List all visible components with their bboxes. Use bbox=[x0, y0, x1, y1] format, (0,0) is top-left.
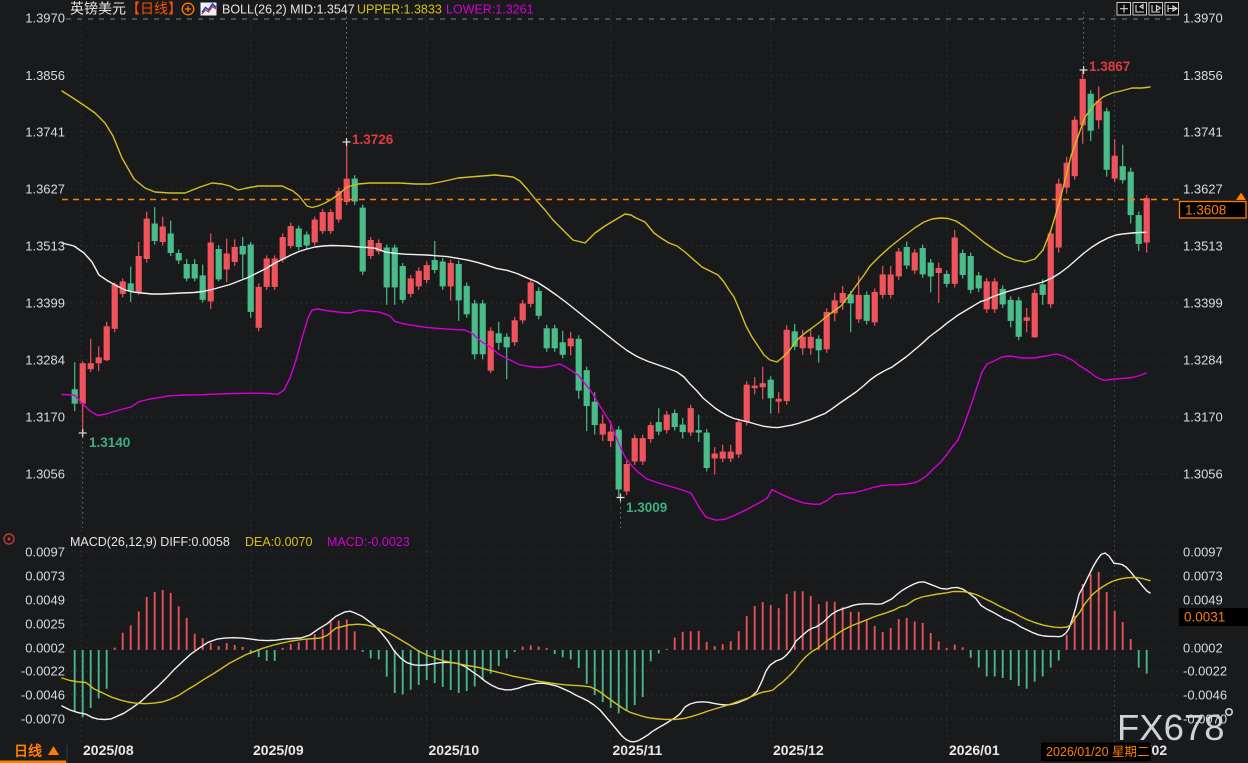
svg-text:2025/10: 2025/10 bbox=[429, 742, 480, 758]
svg-text:-0.0022: -0.0022 bbox=[1183, 664, 1227, 679]
svg-text:1.3741: 1.3741 bbox=[1183, 125, 1223, 140]
svg-text:-0.0022: -0.0022 bbox=[21, 664, 65, 679]
svg-text:日线: 日线 bbox=[14, 743, 42, 759]
svg-text:FX678: FX678 bbox=[1117, 707, 1225, 748]
svg-text:2025/11: 2025/11 bbox=[613, 742, 663, 758]
svg-text:1.3399: 1.3399 bbox=[25, 296, 65, 311]
svg-text:DEA:0.0070: DEA:0.0070 bbox=[245, 535, 312, 549]
svg-text:0.0031: 0.0031 bbox=[1184, 610, 1225, 625]
svg-text:1.3170: 1.3170 bbox=[25, 410, 65, 425]
svg-text:-0.0070: -0.0070 bbox=[21, 712, 65, 727]
svg-text:1.3056: 1.3056 bbox=[1183, 467, 1223, 482]
svg-text:2025/08: 2025/08 bbox=[83, 742, 134, 758]
svg-text:0.0073: 0.0073 bbox=[25, 569, 65, 584]
svg-text:-0.0046: -0.0046 bbox=[1183, 688, 1227, 703]
svg-text:-0.0070: -0.0070 bbox=[1183, 712, 1227, 727]
svg-text:1.3009: 1.3009 bbox=[626, 500, 667, 515]
svg-text:0.0097: 0.0097 bbox=[25, 545, 65, 560]
svg-text:1.3513: 1.3513 bbox=[1183, 239, 1223, 254]
svg-text:0.0049: 0.0049 bbox=[1183, 593, 1223, 608]
svg-text:1.3627: 1.3627 bbox=[25, 182, 65, 197]
svg-text:BOLL(26,2) MID:1.3547: BOLL(26,2) MID:1.3547 bbox=[222, 3, 355, 17]
svg-text:1.3399: 1.3399 bbox=[1183, 296, 1223, 311]
svg-text:1.3513: 1.3513 bbox=[25, 239, 65, 254]
svg-text:0.0002: 0.0002 bbox=[1183, 641, 1223, 656]
svg-text:0.0049: 0.0049 bbox=[25, 593, 65, 608]
svg-text:0.0097: 0.0097 bbox=[1183, 545, 1223, 560]
svg-text:1.3867: 1.3867 bbox=[1089, 59, 1130, 74]
svg-text:英镑美元: 英镑美元 bbox=[70, 1, 126, 17]
svg-text:1.3284: 1.3284 bbox=[25, 353, 65, 368]
svg-text:-0.0046: -0.0046 bbox=[21, 688, 65, 703]
svg-text:0.0002: 0.0002 bbox=[25, 641, 65, 656]
svg-text:2026/01/20 星期二: 2026/01/20 星期二 bbox=[1046, 745, 1150, 759]
svg-text:1.3140: 1.3140 bbox=[89, 435, 130, 450]
svg-text:1.3856: 1.3856 bbox=[1183, 68, 1223, 83]
svg-text:0.0025: 0.0025 bbox=[25, 617, 65, 632]
svg-text:【日线】: 【日线】 bbox=[126, 1, 182, 17]
svg-text:1.3608: 1.3608 bbox=[1185, 203, 1226, 218]
svg-text:2026/01: 2026/01 bbox=[949, 742, 1000, 758]
svg-text:1.3170: 1.3170 bbox=[1183, 410, 1223, 425]
svg-text:1.3970: 1.3970 bbox=[25, 11, 65, 26]
svg-text:1.3627: 1.3627 bbox=[1183, 182, 1223, 197]
svg-text:1.3056: 1.3056 bbox=[25, 467, 65, 482]
svg-text:UPPER:1.3833: UPPER:1.3833 bbox=[357, 3, 442, 17]
svg-text:0.0073: 0.0073 bbox=[1183, 569, 1223, 584]
svg-text:1.3741: 1.3741 bbox=[25, 125, 65, 140]
svg-text:LOWER:1.3261: LOWER:1.3261 bbox=[446, 3, 534, 17]
svg-text:MACD:-0.0023: MACD:-0.0023 bbox=[327, 535, 410, 549]
svg-text:1.3726: 1.3726 bbox=[352, 132, 394, 147]
svg-text:2025/09: 2025/09 bbox=[253, 742, 304, 758]
svg-text:MACD(26,12,9) DIFF:0.0058: MACD(26,12,9) DIFF:0.0058 bbox=[70, 535, 230, 549]
svg-text:1.3856: 1.3856 bbox=[25, 68, 65, 83]
svg-text:1.3284: 1.3284 bbox=[1183, 353, 1223, 368]
svg-text:1.3970: 1.3970 bbox=[1183, 11, 1223, 26]
svg-text:2025/12: 2025/12 bbox=[773, 742, 824, 758]
